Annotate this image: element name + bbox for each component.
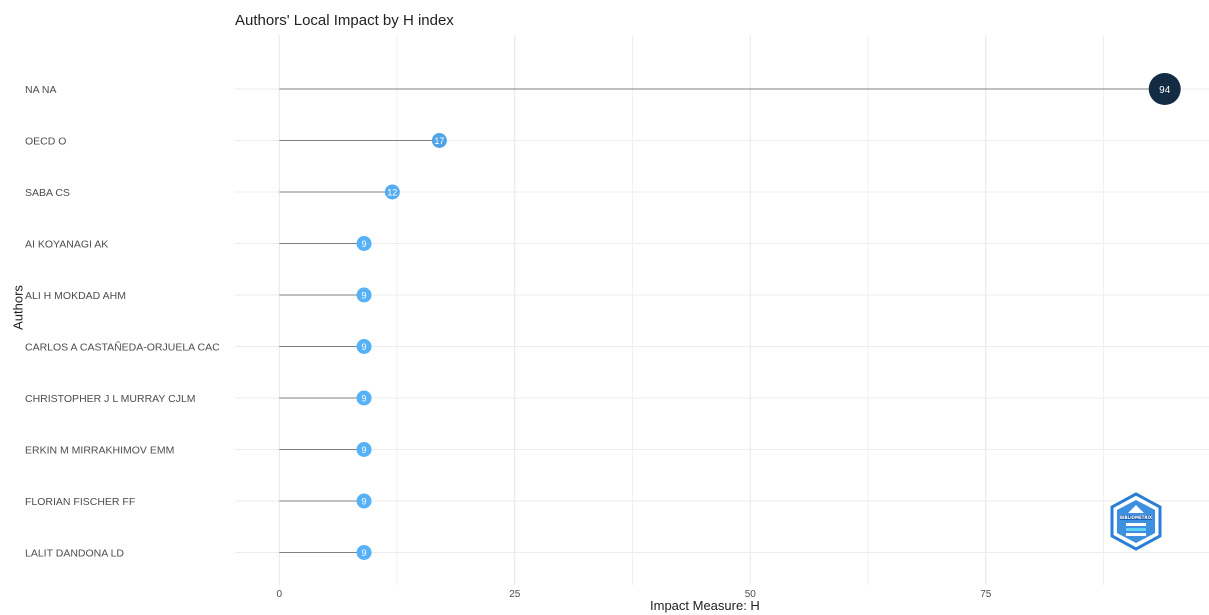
- logo-text: BIBLIOMETRIX: [1120, 515, 1152, 520]
- lollipop-point: [356, 545, 372, 560]
- point-value-label: 9: [362, 239, 367, 249]
- x-axis-label: Impact Measure: H: [650, 598, 760, 613]
- lollipop-point: [356, 236, 372, 251]
- lollipop-point: [431, 133, 447, 148]
- stems: [279, 88, 1165, 553]
- point-value-label: 9: [362, 548, 367, 558]
- lollipop-point: [356, 390, 372, 406]
- point-value-label: 9: [362, 342, 367, 352]
- lollipop-point: [356, 339, 372, 354]
- y-tick-label: AI KOYANAGI AK: [25, 239, 108, 251]
- point-value-label: 94: [1159, 85, 1171, 96]
- y-tick-labels: NA NA OECD O SABA CS AI KOYANAGI AK ALI H MO…: [25, 84, 220, 560]
- x-tick-label: 50: [745, 589, 757, 600]
- lollipop-point: [356, 493, 372, 509]
- y-tick-label: ALI H MOKDAD AHM: [25, 290, 126, 302]
- y-axis-label: Authors: [10, 285, 26, 330]
- point-value-label: 12: [387, 188, 397, 198]
- y-tick-label: CHRISTOPHER J L MURRAY CJLM: [25, 393, 196, 405]
- y-tick-label: ERKIN M MIRRAKHIMOV EMM: [25, 445, 174, 457]
- y-tick-label: OECD O: [25, 136, 66, 148]
- lollipop-point: [1148, 73, 1181, 105]
- point-value-label: 9: [362, 291, 367, 301]
- lollipop-point: [356, 442, 372, 457]
- x-tick-label: 25: [509, 589, 521, 600]
- points: 94 17 12 9 9 9 9 9 9 9: [356, 73, 1181, 560]
- grid: [235, 35, 1209, 585]
- y-tick-label: SABA CS: [25, 187, 70, 199]
- chart-title: Authors' Local Impact by H index: [235, 12, 454, 29]
- point-value-label: 9: [362, 497, 367, 507]
- y-tick-label: FLORIAN FISCHER FF: [25, 496, 135, 508]
- x-tick-label: 75: [980, 589, 992, 600]
- lollipop-point: [356, 287, 372, 303]
- x-tick-label: 0: [276, 589, 282, 600]
- y-tick-label: NA NA: [25, 84, 57, 96]
- point-value-label: 9: [362, 394, 367, 404]
- x-tick-labels: 0 25 50 75: [276, 589, 991, 600]
- lollipop-point: [384, 184, 400, 200]
- y-tick-label: CARLOS A CASTAÑEDA-ORJUELA CAC: [25, 341, 220, 354]
- bibliometrix-logo-icon: BIBLIOMETRIX: [1110, 492, 1162, 551]
- point-value-label: 17: [434, 136, 444, 146]
- point-value-label: 9: [362, 445, 367, 455]
- y-tick-label: LALIT DANDONA LD: [25, 548, 124, 560]
